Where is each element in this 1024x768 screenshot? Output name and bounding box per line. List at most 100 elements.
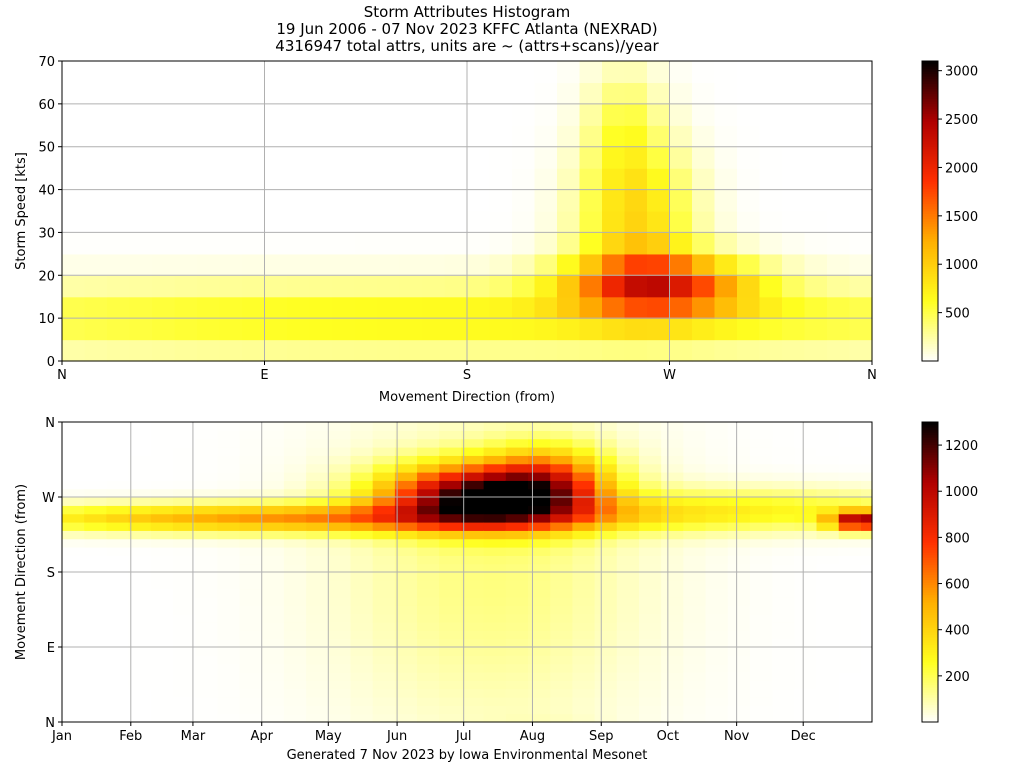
heatmap-cell [759, 296, 783, 319]
heatmap-cell [328, 563, 352, 573]
heatmap-cell [579, 275, 603, 298]
heatmap-cell [737, 296, 761, 319]
colorbar-segment [922, 709, 938, 713]
heatmap-cell [107, 253, 131, 276]
heatmap-cell [638, 697, 662, 706]
heatmap-cell [372, 505, 396, 515]
heatmap-cell [128, 563, 152, 573]
colorbar-segment [922, 574, 938, 578]
heatmap-cell [309, 103, 333, 126]
heatmap-cell [661, 430, 684, 440]
heatmap-cell [594, 655, 618, 665]
colorbar-segment [922, 76, 938, 80]
heatmap-cell [261, 422, 285, 431]
heatmap-cell [461, 688, 485, 698]
heatmap-cell [261, 697, 285, 706]
heatmap-cell [377, 146, 401, 169]
x-tick-label: N [867, 368, 877, 383]
heatmap-cell [638, 705, 662, 715]
heatmap-cell [84, 588, 107, 598]
heatmap-cell [306, 555, 329, 565]
heatmap-cell [150, 505, 174, 515]
heatmap-cell [372, 422, 396, 431]
heatmap-cell [838, 613, 862, 623]
heatmap-cell [150, 547, 174, 556]
heatmap-cell [483, 547, 507, 556]
heatmap-cell [661, 455, 684, 465]
heatmap-cell [84, 480, 107, 490]
heatmap-cell [84, 103, 108, 126]
heatmap-cell [372, 480, 396, 490]
heatmap-cell [309, 232, 333, 255]
heatmap-cell [838, 655, 862, 665]
heatmap-cell [727, 630, 751, 640]
heatmap-cell [572, 705, 596, 715]
heatmap-cell [129, 318, 153, 341]
heatmap-cell [417, 697, 440, 706]
heatmap-cell [572, 547, 596, 556]
heatmap-cell [602, 232, 626, 255]
heatmap-cell [283, 513, 307, 523]
heatmap-cell [264, 168, 288, 191]
heatmap-cell [172, 605, 196, 615]
heatmap-cell [84, 538, 107, 548]
heatmap-cell [661, 447, 684, 456]
heatmap-cell [794, 672, 818, 681]
heatmap-cell [354, 318, 378, 341]
heatmap-cell [350, 488, 374, 498]
x-tick-label: W [663, 368, 676, 383]
heatmap-cell [804, 61, 828, 84]
heatmap-cell [106, 438, 130, 448]
heatmap-cell [772, 463, 795, 473]
heatmap-cell [197, 125, 221, 148]
heatmap-cell [772, 605, 795, 615]
colorbar-segment [922, 276, 938, 280]
heatmap-cell [683, 430, 707, 440]
heatmap-cell [579, 82, 603, 105]
colorbar-segment [922, 437, 938, 441]
y-tick-label: 70 [38, 55, 55, 70]
heatmap-cell [84, 613, 107, 623]
heatmap-cell [195, 580, 218, 590]
colorbar-segment [922, 96, 938, 100]
heatmap-cell [106, 430, 130, 440]
heatmap-cell [705, 563, 729, 573]
heatmap-cell [394, 555, 418, 565]
heatmap-cell [838, 672, 862, 681]
heatmap-cell [150, 472, 174, 481]
heatmap-cell [283, 538, 307, 548]
heatmap-cell [483, 588, 507, 598]
heatmap-cell [261, 688, 285, 698]
heatmap-cell [489, 253, 513, 276]
heatmap-cell [692, 168, 716, 191]
heatmap-cell [417, 538, 440, 548]
heatmap-cell [399, 232, 423, 255]
heatmap-cell [217, 672, 241, 681]
heatmap-cell [705, 588, 729, 598]
heatmap-cell [804, 339, 828, 362]
heatmap-cell [261, 647, 285, 656]
heatmap-cell [239, 630, 263, 640]
heatmap-cell [727, 688, 751, 698]
heatmap-cell [550, 622, 574, 631]
heatmap-cell [283, 497, 307, 506]
heatmap-cell [461, 655, 485, 665]
heatmap-cell [816, 472, 840, 481]
heatmap-cell [794, 472, 818, 481]
heatmap-cell [616, 655, 640, 665]
heatmap-cell [306, 505, 329, 515]
heatmap-cell [350, 580, 374, 590]
heatmap-cell [782, 125, 806, 148]
heatmap-cell [128, 455, 152, 465]
heatmap-cell [283, 713, 307, 723]
heatmap-cell [505, 513, 529, 523]
heatmap-cell [152, 82, 176, 105]
heatmap-cell [505, 530, 529, 540]
heatmap-cell [264, 339, 288, 362]
heatmap-cell [394, 672, 418, 681]
heatmap-cell [107, 318, 131, 341]
heatmap-cell [705, 663, 729, 673]
heatmap-cell [714, 253, 738, 276]
heatmap-cell [638, 713, 662, 723]
heatmap-cell [838, 480, 862, 490]
